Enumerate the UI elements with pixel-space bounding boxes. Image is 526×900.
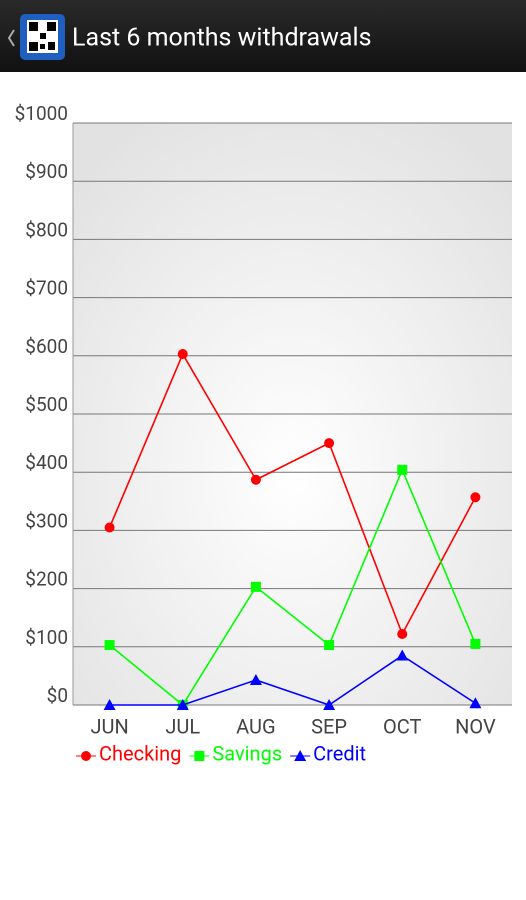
y-tick-label: $1000 <box>15 102 68 125</box>
legend-label: Savings <box>212 741 282 765</box>
data-point <box>397 628 408 639</box>
legend-marker <box>194 751 205 761</box>
data-point <box>470 492 481 503</box>
y-tick-label: $100 <box>25 626 68 649</box>
series-line <box>108 352 477 636</box>
data-point <box>397 464 408 475</box>
legend-marker <box>81 751 91 761</box>
data-point <box>470 638 481 649</box>
data-point <box>250 581 261 592</box>
y-tick-label: $700 <box>25 277 68 300</box>
data-point <box>324 438 335 449</box>
data-point <box>323 699 336 710</box>
x-tick-label: JUL <box>165 714 200 738</box>
y-tick-label: $200 <box>25 568 68 591</box>
x-tick-label: AUG <box>236 714 275 738</box>
app-icon[interactable] <box>20 14 65 60</box>
series-line <box>109 467 477 707</box>
y-tick-label: $800 <box>25 218 68 241</box>
data-point <box>249 673 262 685</box>
x-tick-label: JUN <box>90 714 128 738</box>
y-tick-label: $600 <box>25 335 68 358</box>
back-arrow[interactable] <box>7 29 15 47</box>
data-point <box>250 474 261 485</box>
x-tick-label: NOV <box>455 714 496 738</box>
legend-label: Checking <box>99 741 181 765</box>
data-point <box>324 640 335 651</box>
y-tick-label: $300 <box>25 509 68 532</box>
legend-marker <box>294 750 307 761</box>
data-point <box>103 699 116 710</box>
data-point <box>104 640 115 651</box>
data-point <box>469 697 482 709</box>
legend-label: Credit <box>313 741 366 765</box>
y-tick-label: $900 <box>25 160 68 183</box>
y-tick-label: $400 <box>25 451 68 474</box>
data-point <box>104 522 115 533</box>
data-point <box>396 649 409 661</box>
data-point <box>176 699 189 710</box>
app-title: Last 6 months withdrawals <box>72 24 372 53</box>
x-tick-label: SEP <box>311 714 347 738</box>
data-point <box>177 349 188 360</box>
y-tick-label: $500 <box>25 393 68 416</box>
app-bar <box>0 0 526 72</box>
x-tick-label: OCT <box>383 714 421 738</box>
series-line <box>109 654 476 706</box>
y-tick-label: $0 <box>47 684 68 707</box>
